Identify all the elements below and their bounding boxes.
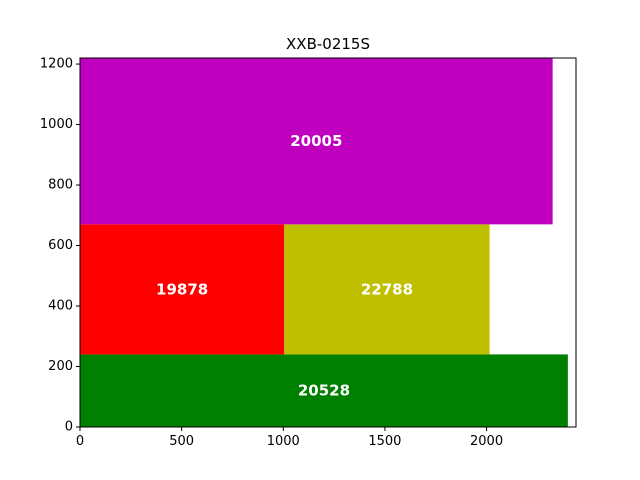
x-tick-label: 1500 — [368, 434, 401, 449]
x-tick-label: 0 — [76, 434, 84, 449]
rectangle-20528 — [80, 354, 568, 427]
x-tick-label: 2000 — [470, 434, 503, 449]
rectangle-20005 — [80, 58, 553, 225]
rectangle-label: 19878 — [156, 280, 208, 298]
axes-frame — [79, 57, 577, 428]
rectangle-19878 — [80, 224, 285, 355]
y-tick-label: 200 — [48, 359, 73, 374]
rectangle-label: 20005 — [290, 132, 342, 150]
y-axis: 0 200 400 600 800 1000 1200 — [40, 57, 80, 435]
x-axis: 0 500 1000 1500 2000 — [76, 427, 503, 449]
y-tick-label: 400 — [48, 299, 73, 314]
rectangle-label: 22788 — [361, 280, 413, 298]
rectangles-layer: 20528 19878 22788 20005 — [80, 58, 568, 427]
x-tick-label: 1000 — [267, 434, 300, 449]
chart-title: XXB-0215S — [286, 35, 370, 53]
rectangle-22788 — [284, 224, 490, 355]
y-tick-label: 600 — [48, 238, 73, 253]
y-tick-label: 800 — [48, 178, 73, 193]
x-tick-label: 500 — [169, 434, 194, 449]
y-tick-label: 1200 — [40, 57, 73, 72]
y-tick-label: 1000 — [40, 117, 73, 132]
y-tick-label: 0 — [65, 420, 73, 435]
rectangle-label: 20528 — [298, 382, 350, 400]
